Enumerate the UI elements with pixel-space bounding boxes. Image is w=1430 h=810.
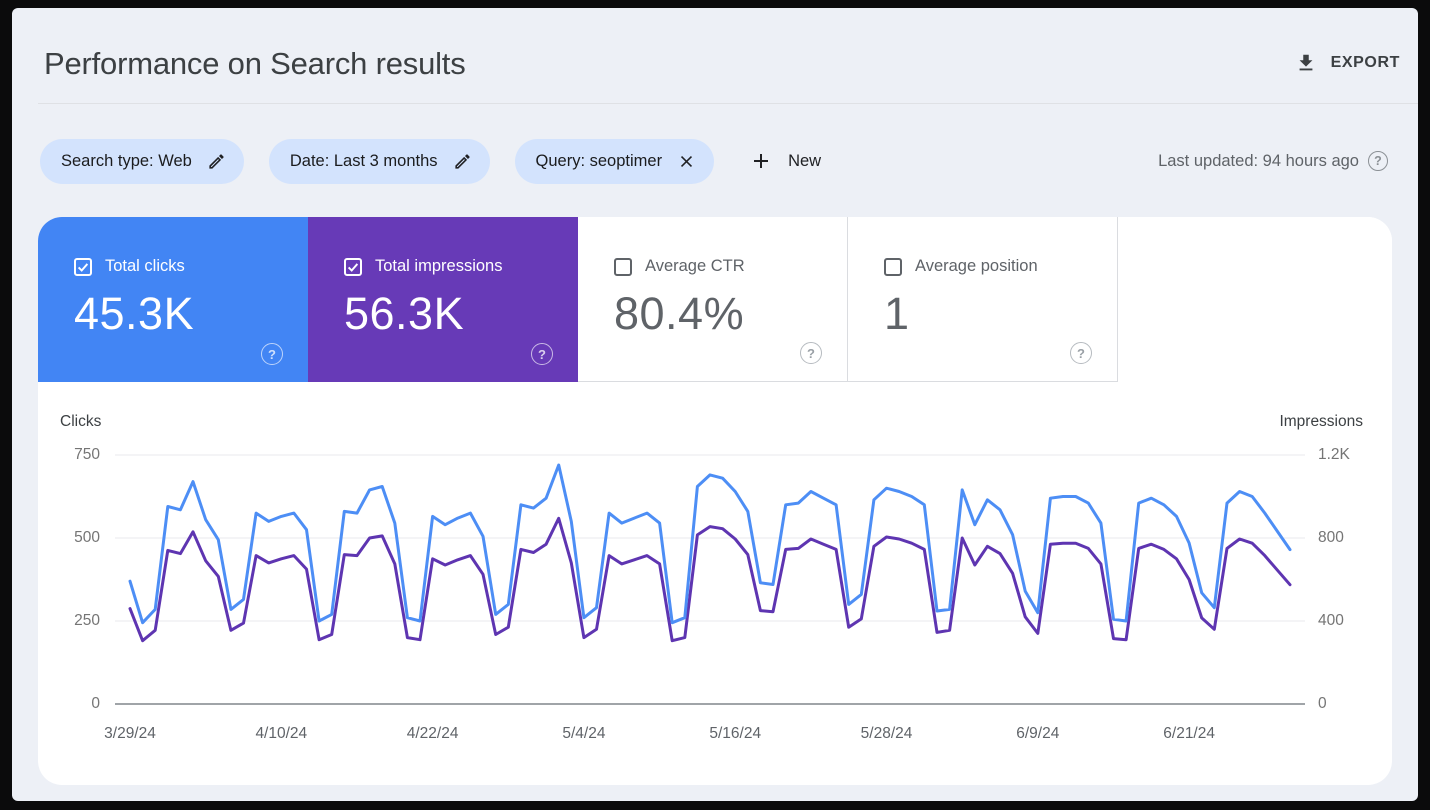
download-icon — [1299, 54, 1313, 71]
right-axis-tick: 1.2K — [1318, 446, 1350, 463]
page-title: Performance on Search results — [44, 46, 466, 81]
new-filter-label: New — [788, 151, 822, 170]
x-axis-tick: 6/9/24 — [1016, 725, 1060, 742]
metric-label: Average CTR — [645, 257, 745, 275]
export-button[interactable]: EXPORT — [1295, 52, 1400, 74]
cards-filler — [1118, 217, 1392, 382]
metric-card-head: Total impressions — [344, 257, 578, 276]
left-axis-title: Clicks — [60, 413, 102, 430]
performance-line-chart[interactable] — [115, 415, 1305, 705]
filter-chip-date[interactable]: Date: Last 3 months — [268, 138, 490, 184]
header-divider — [38, 103, 1418, 104]
plus-icon — [754, 154, 769, 168]
help-icon[interactable]: ? — [1368, 151, 1388, 171]
help-icon[interactable]: ? — [800, 342, 822, 364]
performance-panel: Total clicks 45.3K ? Total impressions 5… — [38, 217, 1392, 785]
metric-cards: Total clicks 45.3K ? Total impressions 5… — [38, 217, 1392, 382]
last-updated: Last updated: 94 hours ago ? — [1158, 151, 1388, 171]
left-axis-tick: 500 — [74, 529, 100, 546]
x-axis-tick: 3/29/24 — [104, 725, 156, 742]
help-icon[interactable]: ? — [1070, 342, 1092, 364]
filter-chip-label: Search type: Web — [61, 151, 192, 170]
metric-card-head: Average CTR — [614, 257, 847, 276]
checkbox-total-clicks[interactable] — [74, 257, 92, 276]
filter-chip-label: Date: Last 3 months — [289, 151, 438, 170]
metric-card-total-clicks[interactable]: Total clicks 45.3K ? — [38, 217, 308, 382]
checkbox-average-position[interactable] — [884, 257, 902, 276]
metric-card-head: Total clicks — [74, 257, 308, 276]
metric-value: 56.3K — [344, 288, 465, 339]
metric-label: Total impressions — [375, 257, 503, 275]
right-axis-tick: 0 — [1318, 695, 1327, 712]
filter-chip-query[interactable]: Query: seoptimer — [514, 138, 715, 184]
left-axis-tick: 250 — [74, 612, 100, 629]
new-filter-button[interactable]: New — [749, 149, 821, 173]
x-axis-tick: 5/4/24 — [562, 725, 606, 742]
right-axis-title: Impressions — [1279, 413, 1363, 430]
close-icon[interactable] — [677, 152, 696, 171]
metric-label: Total clicks — [105, 257, 185, 275]
metric-value: 45.3K — [74, 288, 195, 339]
last-updated-text: Last updated: 94 hours ago — [1158, 151, 1359, 170]
checkbox-total-impressions[interactable] — [344, 257, 362, 276]
right-axis-tick: 400 — [1318, 612, 1344, 629]
help-icon[interactable]: ? — [261, 343, 283, 365]
edit-icon[interactable] — [207, 152, 226, 171]
metric-value: 80.4% — [614, 288, 745, 339]
x-axis-tick: 5/28/24 — [860, 725, 913, 742]
clicks-line — [128, 463, 1292, 625]
metric-card-average-position[interactable]: Average position 1 ? — [848, 217, 1118, 382]
help-icon[interactable]: ? — [531, 343, 553, 365]
metric-value: 1 — [884, 288, 910, 339]
right-axis-tick: 800 — [1318, 529, 1344, 546]
x-axis-tick: 5/16/24 — [709, 725, 762, 742]
x-axis-tick: 4/22/24 — [406, 725, 459, 742]
left-axis-tick: 0 — [91, 695, 100, 712]
impressions-line — [128, 516, 1292, 643]
metric-label: Average position — [915, 257, 1038, 275]
filter-chip-label: Query: seoptimer — [535, 151, 663, 170]
x-axis-tick: 4/10/24 — [255, 725, 308, 742]
metric-card-average-ctr[interactable]: Average CTR 80.4% ? — [578, 217, 848, 382]
x-axis-tick: 6/21/24 — [1163, 725, 1215, 742]
export-label: EXPORT — [1330, 54, 1400, 71]
search-console-performance-page: Performance on Search results EXPORT Sea… — [12, 8, 1418, 801]
filter-bar: Search type: Web Date: Last 3 months Que… — [40, 138, 1388, 184]
checkbox-average-ctr[interactable] — [614, 257, 632, 276]
edit-icon[interactable] — [453, 152, 472, 171]
metric-card-head: Average position — [884, 257, 1117, 276]
metric-card-total-impressions[interactable]: Total impressions 56.3K ? — [308, 217, 578, 382]
filter-chip-search-type[interactable]: Search type: Web — [40, 138, 244, 184]
left-axis-tick: 750 — [74, 446, 100, 463]
